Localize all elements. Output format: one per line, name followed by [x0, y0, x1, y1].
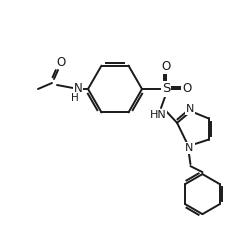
- Text: O: O: [56, 55, 66, 69]
- Text: S: S: [162, 83, 170, 95]
- Text: H: H: [71, 93, 79, 103]
- Text: N: N: [74, 83, 82, 95]
- Text: O: O: [162, 61, 170, 73]
- Text: O: O: [182, 83, 192, 95]
- Text: HN: HN: [150, 110, 166, 120]
- Text: N: N: [186, 104, 194, 114]
- Text: N: N: [185, 143, 194, 153]
